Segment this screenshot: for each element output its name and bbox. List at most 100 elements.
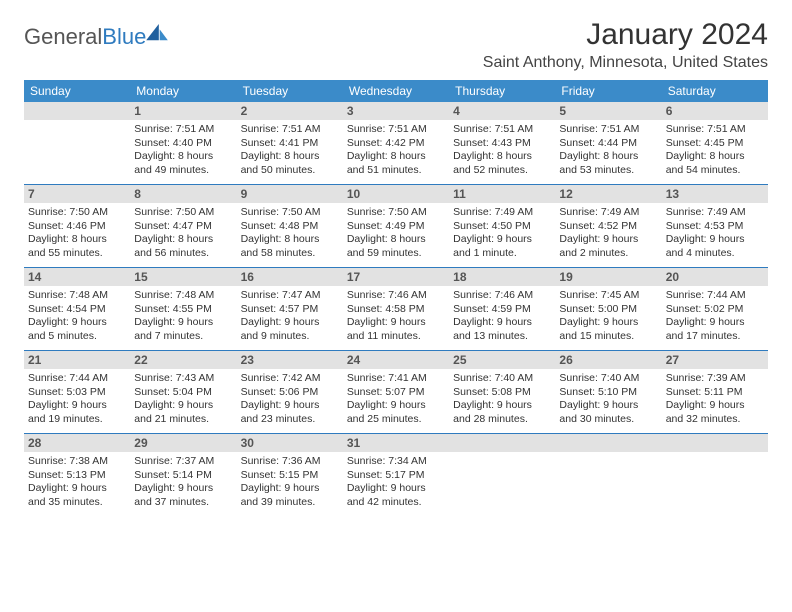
day-cell: 12Sunrise: 7:49 AMSunset: 4:52 PMDayligh… — [555, 185, 661, 267]
day-d2: and 17 minutes. — [666, 330, 764, 344]
day-ss: Sunset: 5:00 PM — [559, 303, 657, 317]
day-ss: Sunset: 4:40 PM — [134, 137, 232, 151]
day-d2: and 39 minutes. — [241, 496, 339, 510]
day-number — [449, 434, 555, 452]
day-cell: 31Sunrise: 7:34 AMSunset: 5:17 PMDayligh… — [343, 434, 449, 516]
day-number — [662, 434, 768, 452]
day-sr: Sunrise: 7:49 AM — [666, 206, 764, 220]
day-cell: 23Sunrise: 7:42 AMSunset: 5:06 PMDayligh… — [237, 351, 343, 433]
day-d2: and 13 minutes. — [453, 330, 551, 344]
day-d2: and 30 minutes. — [559, 413, 657, 427]
day-d1: Daylight: 9 hours — [134, 316, 232, 330]
day-cell: 24Sunrise: 7:41 AMSunset: 5:07 PMDayligh… — [343, 351, 449, 433]
day-d1: Daylight: 9 hours — [347, 316, 445, 330]
month-title: January 2024 — [483, 18, 768, 52]
day-number: 21 — [24, 351, 130, 369]
day-ss: Sunset: 5:07 PM — [347, 386, 445, 400]
day-d1: Daylight: 9 hours — [666, 233, 764, 247]
day-sr: Sunrise: 7:38 AM — [28, 455, 126, 469]
day-cell — [24, 102, 130, 184]
day-d1: Daylight: 9 hours — [666, 399, 764, 413]
day-ss: Sunset: 5:11 PM — [666, 386, 764, 400]
day-number: 17 — [343, 268, 449, 286]
day-sr: Sunrise: 7:39 AM — [666, 372, 764, 386]
day-ss: Sunset: 4:44 PM — [559, 137, 657, 151]
day-cell: 20Sunrise: 7:44 AMSunset: 5:02 PMDayligh… — [662, 268, 768, 350]
day-cell: 29Sunrise: 7:37 AMSunset: 5:14 PMDayligh… — [130, 434, 236, 516]
day-sr: Sunrise: 7:43 AM — [134, 372, 232, 386]
day-d1: Daylight: 8 hours — [347, 150, 445, 164]
day-d2: and 56 minutes. — [134, 247, 232, 261]
day-d2: and 35 minutes. — [28, 496, 126, 510]
day-number: 7 — [24, 185, 130, 203]
day-sr: Sunrise: 7:50 AM — [28, 206, 126, 220]
logo-word1: General — [24, 24, 102, 49]
day-d1: Daylight: 8 hours — [241, 233, 339, 247]
day-d1: Daylight: 9 hours — [134, 399, 232, 413]
weeks-container: 1Sunrise: 7:51 AMSunset: 4:40 PMDaylight… — [24, 102, 768, 516]
day-ss: Sunset: 4:46 PM — [28, 220, 126, 234]
day-ss: Sunset: 4:58 PM — [347, 303, 445, 317]
day-sr: Sunrise: 7:46 AM — [347, 289, 445, 303]
day-number: 8 — [130, 185, 236, 203]
day-ss: Sunset: 5:10 PM — [559, 386, 657, 400]
day-number — [555, 434, 661, 452]
day-ss: Sunset: 4:48 PM — [241, 220, 339, 234]
day-d2: and 7 minutes. — [134, 330, 232, 344]
day-d1: Daylight: 8 hours — [241, 150, 339, 164]
day-number: 12 — [555, 185, 661, 203]
day-d1: Daylight: 8 hours — [666, 150, 764, 164]
week-row: 14Sunrise: 7:48 AMSunset: 4:54 PMDayligh… — [24, 268, 768, 351]
day-cell: 19Sunrise: 7:45 AMSunset: 5:00 PMDayligh… — [555, 268, 661, 350]
week-row: 7 Sunrise: 7:50 AMSunset: 4:46 PM Daylight… — [24, 185, 768, 268]
day-d2: and 53 minutes. — [559, 164, 657, 178]
location: Saint Anthony, Minnesota, United States — [483, 54, 768, 72]
day-cell — [662, 434, 768, 516]
day-cell: 27Sunrise: 7:39 AMSunset: 5:11 PMDayligh… — [662, 351, 768, 433]
day-number: 30 — [237, 434, 343, 452]
day-number: 11 — [449, 185, 555, 203]
day-cell: 10Sunrise: 7:50 AMSunset: 4:49 PMDayligh… — [343, 185, 449, 267]
logo: GeneralBlue — [24, 24, 168, 50]
title-block: January 2024 Saint Anthony, Minnesota, U… — [483, 18, 768, 72]
dow-cell: Wednesday — [343, 80, 449, 102]
day-ss: Sunset: 5:17 PM — [347, 469, 445, 483]
day-d2: and 59 minutes. — [347, 247, 445, 261]
day-number: 28 — [24, 434, 130, 452]
day-d2: and 58 minutes. — [241, 247, 339, 261]
day-d1: Daylight: 9 hours — [241, 316, 339, 330]
day-d2: and 32 minutes. — [666, 413, 764, 427]
day-ss: Sunset: 5:13 PM — [28, 469, 126, 483]
day-number: 1 — [130, 102, 236, 120]
day-ss: Sunset: 5:15 PM — [241, 469, 339, 483]
day-d1: Daylight: 9 hours — [453, 233, 551, 247]
day-d1: Daylight: 9 hours — [559, 316, 657, 330]
day-ss: Sunset: 4:43 PM — [453, 137, 551, 151]
day-d1: Daylight: 9 hours — [559, 399, 657, 413]
day-cell: 5Sunrise: 7:51 AMSunset: 4:44 PMDaylight… — [555, 102, 661, 184]
day-d1: Daylight: 9 hours — [347, 482, 445, 496]
day-d2: and 9 minutes. — [241, 330, 339, 344]
day-cell: 30Sunrise: 7:36 AMSunset: 5:15 PMDayligh… — [237, 434, 343, 516]
logo-word2: Blue — [102, 24, 146, 49]
day-d1: Daylight: 8 hours — [453, 150, 551, 164]
day-ss: Sunset: 4:54 PM — [28, 303, 126, 317]
day-d2: and 5 minutes. — [28, 330, 126, 344]
day-cell: 26Sunrise: 7:40 AMSunset: 5:10 PMDayligh… — [555, 351, 661, 433]
day-cell: 4Sunrise: 7:51 AMSunset: 4:43 PMDaylight… — [449, 102, 555, 184]
day-number: 5 — [555, 102, 661, 120]
day-cell: 22Sunrise: 7:43 AMSunset: 5:04 PMDayligh… — [130, 351, 236, 433]
day-sr: Sunrise: 7:45 AM — [559, 289, 657, 303]
day-ss: Sunset: 4:47 PM — [134, 220, 232, 234]
day-sr: Sunrise: 7:42 AM — [241, 372, 339, 386]
day-number: 14 — [24, 268, 130, 286]
day-d1: Daylight: 8 hours — [134, 233, 232, 247]
day-ss: Sunset: 4:42 PM — [347, 137, 445, 151]
day-sr: Sunrise: 7:40 AM — [453, 372, 551, 386]
dow-cell: Saturday — [662, 80, 768, 102]
dow-header-row: Sunday Monday Tuesday Wednesday Thursday… — [24, 80, 768, 102]
day-number: 18 — [449, 268, 555, 286]
day-d1: Daylight: 9 hours — [241, 482, 339, 496]
day-d2: and 42 minutes. — [347, 496, 445, 510]
day-cell: 16Sunrise: 7:47 AMSunset: 4:57 PMDayligh… — [237, 268, 343, 350]
